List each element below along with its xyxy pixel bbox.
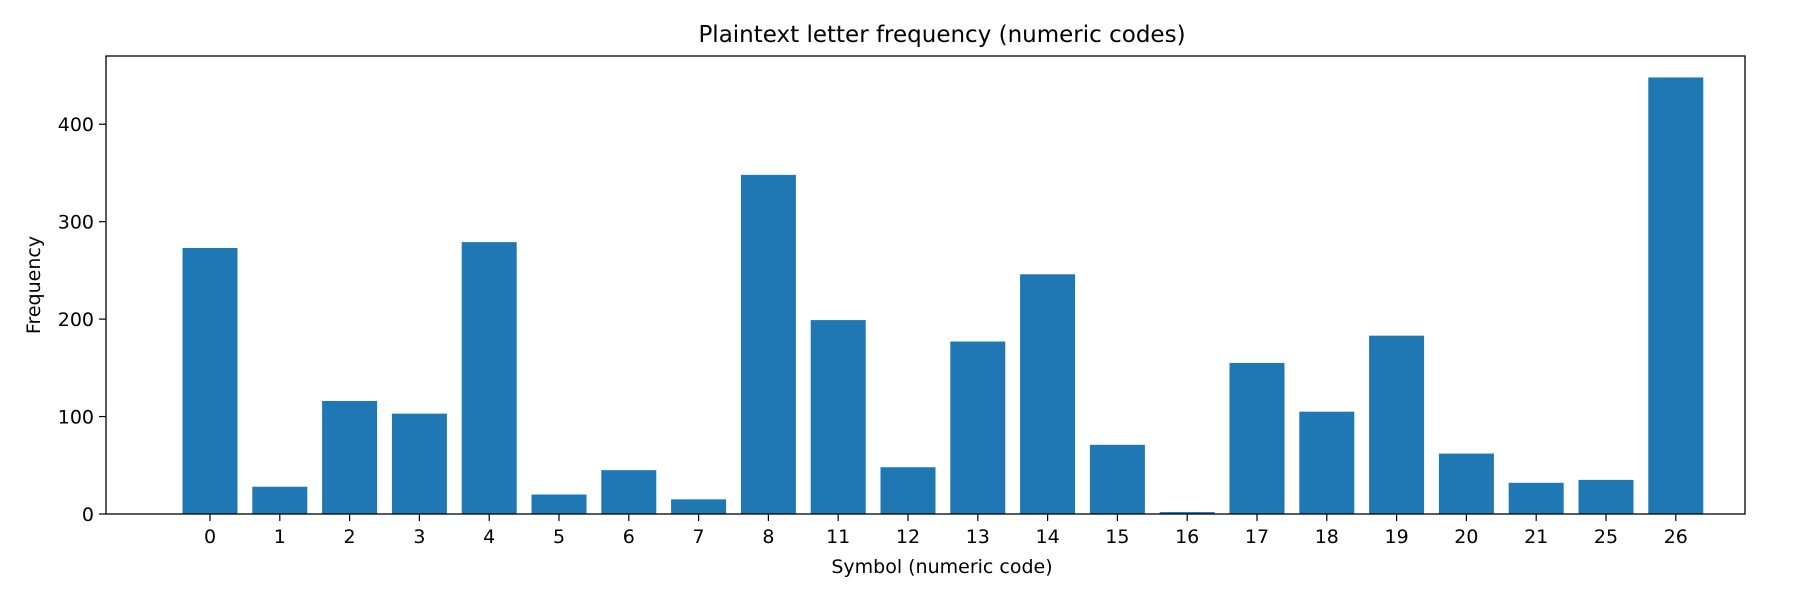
x-tick-label: 20 — [1454, 526, 1478, 548]
bar-16 — [1159, 512, 1215, 514]
x-tick-label: 11 — [826, 526, 850, 548]
y-tick-label: 0 — [82, 504, 94, 526]
x-tick-label: 16 — [1175, 526, 1199, 548]
bar-4 — [461, 242, 517, 514]
x-tick-label: 2 — [344, 526, 356, 548]
x-tick-label: 19 — [1385, 526, 1409, 548]
y-axis-label: Frequency — [23, 236, 45, 334]
y-tick-label: 300 — [58, 212, 94, 234]
plot-area: 0 1 2 3 4 5 6 7 8 11 12 13 14 15 16 17 18 19 20 21 25 2601002… — [58, 77, 1704, 548]
x-tick-label: 5 — [553, 526, 565, 548]
bar-2 — [322, 400, 378, 514]
x-tick-label: 14 — [1036, 526, 1060, 548]
x-tick-label: 17 — [1245, 526, 1269, 548]
bar-8 — [740, 174, 796, 514]
bar-0 — [182, 247, 238, 514]
x-tick-label: 0 — [204, 526, 216, 548]
chart-title: Plaintext letter frequency (numeric code… — [698, 22, 1185, 48]
bar-11 — [810, 320, 866, 514]
bar-6 — [601, 470, 657, 514]
y-tick-label: 200 — [58, 309, 94, 331]
bar-26 — [1648, 77, 1704, 515]
x-tick-label: 21 — [1524, 526, 1548, 548]
x-tick-label: 12 — [896, 526, 920, 548]
bar-19 — [1369, 335, 1425, 514]
x-tick-label: 3 — [413, 526, 425, 548]
x-tick-label: 25 — [1594, 526, 1618, 548]
x-axis-label: Symbol (numeric code) — [831, 556, 1052, 578]
bar-1 — [252, 486, 308, 514]
y-tick-label: 400 — [58, 114, 94, 136]
bar-15 — [1089, 444, 1145, 514]
plot-frame — [105, 55, 1746, 515]
x-tick-label: 8 — [762, 526, 774, 548]
bar-3 — [391, 413, 447, 514]
x-tick-label: 15 — [1105, 526, 1129, 548]
bar-13 — [950, 341, 1006, 514]
x-tick-label: 1 — [274, 526, 286, 548]
bar-7 — [671, 499, 727, 514]
x-tick-label: 4 — [483, 526, 495, 548]
x-tick-label: 13 — [966, 526, 990, 548]
y-tick-label: 100 — [58, 407, 94, 429]
bar-14 — [1020, 274, 1076, 514]
x-tick-label: 26 — [1664, 526, 1688, 548]
bar-18 — [1299, 411, 1355, 514]
bar-5 — [531, 494, 587, 514]
x-tick-label: 7 — [693, 526, 705, 548]
bar-20 — [1438, 453, 1494, 514]
x-tick-label: 6 — [623, 526, 635, 548]
bar-17 — [1229, 362, 1285, 514]
bar-25 — [1578, 479, 1634, 514]
bar-12 — [880, 467, 936, 514]
bar-21 — [1508, 482, 1564, 514]
x-tick-label: 18 — [1315, 526, 1339, 548]
